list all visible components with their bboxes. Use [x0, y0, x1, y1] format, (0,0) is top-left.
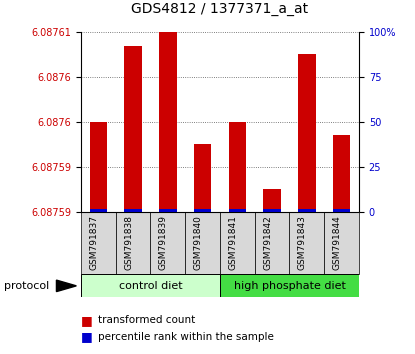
Text: high phosphate diet: high phosphate diet [234, 281, 345, 291]
Bar [333, 209, 350, 212]
Text: GSM791841: GSM791841 [228, 216, 237, 270]
Bar [298, 209, 315, 212]
Bar [264, 209, 281, 212]
Text: GDS4812 / 1377371_a_at: GDS4812 / 1377371_a_at [132, 2, 308, 16]
Text: percentile rank within the sample: percentile rank within the sample [98, 332, 273, 342]
Text: ■: ■ [81, 314, 97, 327]
Bar [333, 135, 350, 212]
Bar [194, 209, 211, 212]
Bar [220, 274, 359, 297]
Text: GSM791844: GSM791844 [332, 216, 342, 270]
Text: GSM791840: GSM791840 [193, 216, 203, 270]
Text: transformed count: transformed count [98, 315, 195, 325]
Bar [298, 53, 315, 212]
Polygon shape [56, 280, 76, 292]
Bar [185, 212, 220, 274]
Text: GSM791843: GSM791843 [298, 216, 307, 270]
Text: GSM791842: GSM791842 [263, 216, 272, 270]
Bar [81, 212, 116, 274]
Text: ■: ■ [81, 331, 97, 343]
Text: GSM791839: GSM791839 [159, 216, 168, 270]
Bar [90, 122, 107, 212]
Bar [220, 212, 255, 274]
Text: GSM791838: GSM791838 [124, 216, 133, 270]
Bar [159, 32, 176, 212]
Bar [194, 144, 211, 212]
Bar [159, 209, 176, 212]
Bar [124, 209, 142, 212]
Text: GSM791837: GSM791837 [89, 216, 98, 270]
Bar [264, 189, 281, 212]
Bar [255, 212, 290, 274]
Bar [229, 209, 246, 212]
Bar [90, 209, 107, 212]
Bar [116, 212, 150, 274]
Bar [150, 212, 185, 274]
Bar [324, 212, 359, 274]
Text: protocol: protocol [4, 281, 49, 291]
Bar [229, 122, 246, 212]
Text: control diet: control diet [119, 281, 182, 291]
Bar [124, 46, 142, 212]
Bar [81, 274, 220, 297]
Bar [290, 212, 324, 274]
